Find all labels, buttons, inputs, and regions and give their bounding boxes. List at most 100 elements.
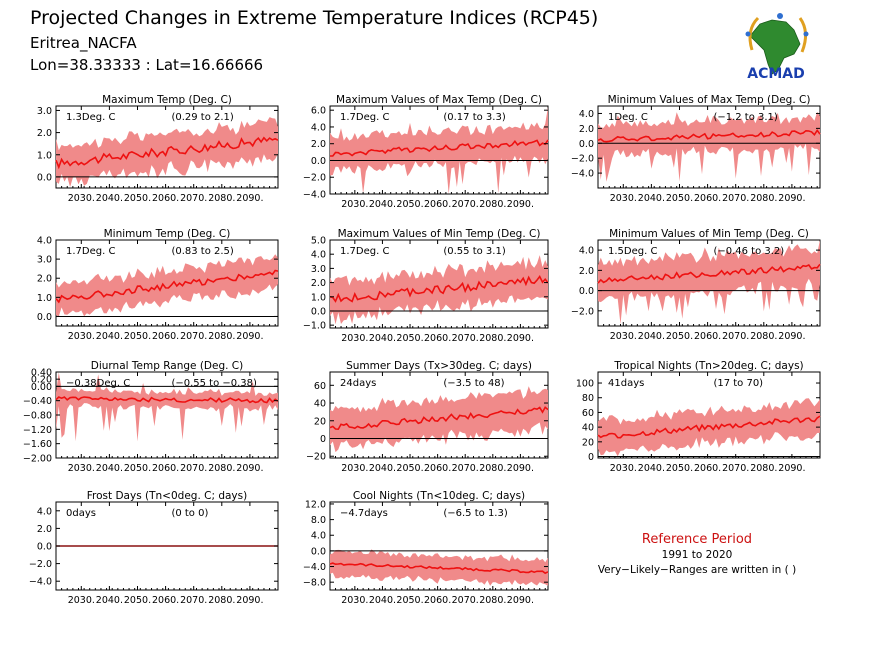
x-tick-label: 2030. bbox=[68, 463, 95, 474]
y-tick-label: −1.60 bbox=[23, 439, 52, 450]
x-tick-label: 2030. bbox=[68, 331, 95, 342]
reference-years: 1991 to 2020 bbox=[662, 549, 733, 561]
chart-panel-10: −4.0 −2.0 0.0 2.0 4.0 2030. 2040. 2050. 2060. 207… bbox=[29, 490, 279, 606]
panel-title: Maximum Values of Min Temp (Deg. C) bbox=[338, 228, 541, 240]
y-tick-label: 2.0 bbox=[311, 278, 326, 289]
panel-summary: 0days bbox=[66, 508, 96, 519]
y-tick-label: 4.0 bbox=[37, 506, 52, 517]
x-tick-label: 2060. bbox=[152, 331, 179, 342]
y-tick-label: −1.20 bbox=[23, 425, 52, 436]
chart-panel-11: −8.0 −4.0 0.0 4.0 8.0 12.0 2030. 2040. 2050. 2060… bbox=[303, 490, 549, 606]
y-tick-label: 20 bbox=[582, 437, 594, 448]
x-tick-label: 2080. bbox=[479, 463, 506, 474]
y-tick-label: 4.0 bbox=[311, 531, 326, 542]
x-tick-label: 2030. bbox=[610, 463, 637, 474]
y-tick-label: 20 bbox=[314, 416, 326, 427]
acmad-logo-text: ACMAD bbox=[747, 66, 805, 82]
chart-panel-3: −4.0 −2.0 0.0 2.0 4.0 2030. 2040. 2050. 2060. 207… bbox=[571, 94, 821, 204]
chart-panel-7: −2.00 −1.60 −1.20 −0.80 −0.40 0.000.200.40 203… bbox=[23, 360, 279, 474]
x-tick-label: 2070. bbox=[180, 595, 207, 606]
x-tick-label: 2030. bbox=[341, 595, 368, 606]
x-tick-label: 2080. bbox=[208, 595, 235, 606]
x-tick-label: 2070. bbox=[180, 463, 207, 474]
y-tick-label: −2.0 bbox=[29, 559, 52, 570]
panel-title: Tropical Nights (Tn>20deg. C; days) bbox=[613, 360, 803, 372]
y-tick-label: 1.0 bbox=[37, 150, 52, 161]
likely-range-band bbox=[598, 240, 820, 325]
reference-note: Very−Likely−Ranges are written in ( ) bbox=[598, 564, 796, 576]
panel-range: (−0.46 to 3.2) bbox=[713, 246, 784, 257]
x-tick-label: 2070. bbox=[722, 193, 749, 204]
x-tick-label: 2060. bbox=[424, 333, 451, 344]
y-tick-label: 0.0 bbox=[311, 156, 326, 167]
y-tick-label: 3.0 bbox=[37, 106, 52, 117]
x-tick-label: 2080. bbox=[750, 463, 777, 474]
y-tick-label: −4.0 bbox=[29, 577, 52, 588]
x-tick-label: 2040. bbox=[96, 331, 123, 342]
x-tick-label: 2040. bbox=[96, 463, 123, 474]
x-tick-label: 2080. bbox=[208, 331, 235, 342]
y-tick-label: 2.0 bbox=[37, 274, 52, 285]
x-tick-label: 2080. bbox=[208, 463, 235, 474]
panel-range: (−0.55 to −0.38) bbox=[171, 378, 257, 389]
y-tick-label: 3.0 bbox=[311, 264, 326, 275]
y-tick-label: 40 bbox=[314, 399, 326, 410]
x-tick-label: 2070. bbox=[180, 331, 207, 342]
y-tick-label: −2.0 bbox=[571, 306, 594, 317]
chart-panel-8: −20 0 20 40 60 2030. 2040. 2050. 2060. 2070. 2080.… bbox=[306, 360, 549, 474]
y-tick-label: 0.0 bbox=[579, 139, 594, 150]
x-tick-label: 2030. bbox=[68, 193, 95, 204]
x-tick-label: 2070. bbox=[452, 463, 479, 474]
y-tick-label: 1.0 bbox=[311, 292, 326, 303]
likely-range-band bbox=[330, 106, 548, 194]
y-tick-label: 2.0 bbox=[579, 266, 594, 277]
panel-summary: 41days bbox=[608, 378, 644, 389]
panel-range: (−1.2 to 3.1) bbox=[713, 112, 777, 123]
x-tick-label: 2040. bbox=[369, 333, 396, 344]
y-tick-label: 3.0 bbox=[37, 255, 52, 266]
africa-map-logo-icon bbox=[745, 13, 809, 75]
x-tick-label: 2050. bbox=[396, 333, 423, 344]
x-tick-label: 2060. bbox=[694, 193, 721, 204]
x-tick-label: 2080. bbox=[750, 193, 777, 204]
ensemble-mean-line bbox=[330, 139, 549, 157]
x-tick-label: 2050. bbox=[124, 331, 151, 342]
x-tick-label: 2050. bbox=[666, 193, 693, 204]
ensemble-mean-line bbox=[55, 136, 279, 170]
y-tick-label: 4.0 bbox=[579, 246, 594, 257]
x-tick-label: 2040. bbox=[638, 463, 665, 474]
panel-summary: −4.7days bbox=[340, 508, 388, 519]
panel-title: Diurnal Temp Range (Deg. C) bbox=[91, 360, 243, 372]
panel-summary: 1.7Deg. C bbox=[66, 246, 115, 257]
location-coords: Lon=38.33333 : Lat=16.66666 bbox=[30, 56, 263, 74]
x-tick-label: 2040. bbox=[369, 199, 396, 210]
x-tick-label: 2080. bbox=[479, 333, 506, 344]
y-tick-label: 100 bbox=[576, 379, 594, 390]
x-tick-label: 2070. bbox=[452, 333, 479, 344]
y-tick-label: 0.0 bbox=[579, 286, 594, 297]
reference-block: Reference Period 1991 to 2020 Very−Likel… bbox=[598, 532, 796, 576]
x-tick-label: 2040. bbox=[638, 331, 665, 342]
panel-range: (0.17 to 3.3) bbox=[443, 112, 505, 123]
y-tick-label: 6.0 bbox=[311, 106, 326, 117]
panel-title: Minimum Values of Max Temp (Deg. C) bbox=[608, 94, 811, 106]
panel-range: (0.55 to 3.1) bbox=[443, 246, 505, 257]
x-tick-label: 2060. bbox=[424, 199, 451, 210]
y-tick-label: 2.0 bbox=[579, 124, 594, 135]
y-tick-label: 40 bbox=[582, 423, 594, 434]
y-tick-label: 5.0 bbox=[311, 236, 326, 247]
x-tick-label: 2040. bbox=[96, 193, 123, 204]
ensemble-mean-line bbox=[597, 128, 821, 143]
x-tick-label: 2090. bbox=[236, 595, 263, 606]
x-tick-label: 2050. bbox=[124, 463, 151, 474]
y-tick-label: 4.0 bbox=[311, 250, 326, 261]
y-tick-label: 1.0 bbox=[37, 293, 52, 304]
chart-panel-5: −1.0 0.0 1.0 2.0 3.0 4.0 5.0 2030. 2040. 2050. 206… bbox=[303, 228, 549, 344]
y-tick-label: 4.0 bbox=[311, 122, 326, 133]
y-tick-label: 60 bbox=[314, 381, 326, 392]
x-tick-label: 2040. bbox=[96, 595, 123, 606]
panel-title: Summer Days (Tx>30deg. C; days) bbox=[346, 360, 532, 372]
y-tick-label: 8.0 bbox=[311, 515, 326, 526]
x-tick-label: 2060. bbox=[152, 595, 179, 606]
